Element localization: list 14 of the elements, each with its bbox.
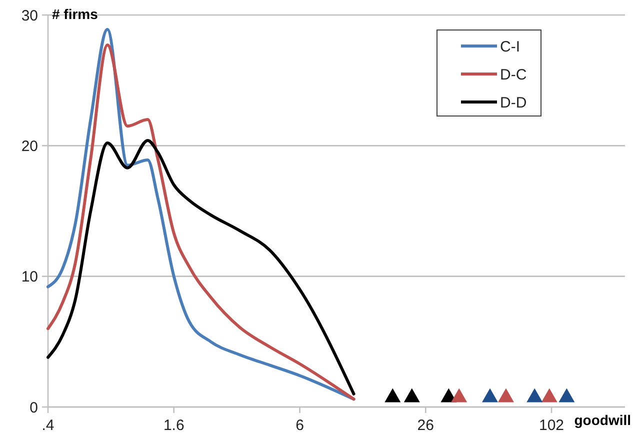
legend-label: D-D — [500, 94, 527, 112]
y-tick-label: 10 — [21, 268, 38, 286]
y-axis-title: # firms — [52, 6, 98, 22]
x-tick-label: .4 — [42, 417, 54, 434]
x-tick-label: 102 — [539, 417, 564, 434]
x-tick-label: 6 — [296, 417, 304, 434]
y-tick-label: 0 — [30, 399, 38, 416]
x-tick-label: 26 — [417, 417, 434, 434]
x-axis-title: goodwill — [574, 412, 631, 428]
legend-label: C-I — [500, 38, 520, 56]
x-tick-label: 1.6 — [163, 417, 184, 434]
legend-label: D-C — [500, 66, 527, 84]
y-tick-label: 30 — [21, 7, 38, 24]
y-tick-label: 20 — [21, 138, 38, 155]
